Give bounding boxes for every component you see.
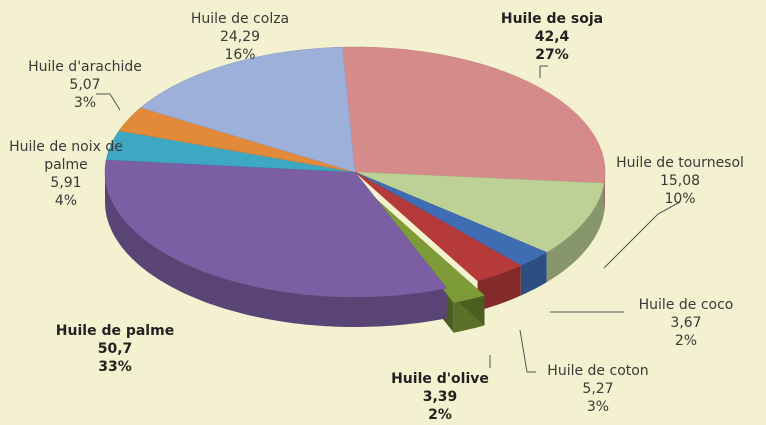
slice — [354, 171, 548, 266]
value-label: 50,7 — [97, 341, 133, 357]
leader-line — [519, 329, 536, 373]
value-label: 5,27 — [582, 381, 614, 397]
value-label: 42,4 — [534, 29, 570, 45]
slice — [354, 171, 605, 253]
value-label: 5,07 — [69, 77, 101, 93]
slice — [140, 46, 356, 173]
category-label: Huile de colza — [190, 11, 290, 27]
leader-line — [603, 201, 681, 269]
slice-side — [546, 183, 604, 283]
data-label: Huile de soja 42,4 27% — [467, 10, 637, 64]
value-label: 15,08 — [659, 173, 701, 189]
data-label: Huile de tournesol 15,08 10% — [595, 154, 765, 208]
data-label: Huile de coton 5,27 3% — [513, 362, 683, 416]
percent-label: 27% — [535, 47, 569, 63]
leader-line — [539, 65, 548, 78]
percent-label: 3% — [586, 399, 610, 415]
category-label: Huile de palme — [55, 323, 175, 339]
leader-line — [96, 93, 121, 111]
category-label: Huile d'arachide — [28, 59, 142, 75]
percent-label: 10% — [664, 191, 696, 207]
data-label: Huile de palme 50,7 33% — [30, 322, 200, 376]
value-label: 5,91 — [50, 175, 82, 191]
category-label: Huile de noix de palme — [9, 139, 123, 173]
data-label: Huile de noix de palme 5,91 4% — [0, 138, 132, 210]
data-label: Huile de coco 3,67 2% — [601, 296, 766, 350]
slice — [354, 171, 522, 282]
value-label: 24,29 — [219, 29, 261, 45]
slice — [104, 159, 448, 298]
percent-label: 33% — [98, 359, 132, 375]
category-label: Huile de tournesol — [616, 155, 744, 171]
category-label: Huile de coco — [638, 297, 734, 313]
percent-label: 4% — [54, 193, 78, 209]
data-label: Huile d'olive 3,39 2% — [355, 370, 525, 424]
percent-label: 2% — [428, 407, 452, 423]
category-label: Huile de coton — [547, 363, 649, 379]
percent-label: 3% — [73, 95, 97, 111]
value-label: 3,39 — [422, 389, 458, 405]
slice-side — [477, 265, 521, 311]
slice-side — [105, 172, 447, 327]
data-label: Huile de colza 24,29 16% — [155, 10, 325, 64]
slice — [342, 46, 606, 184]
slice — [105, 130, 356, 173]
percent-label: 2% — [674, 333, 698, 349]
category-label: Huile d'olive — [391, 371, 489, 387]
slice-side — [520, 252, 547, 296]
percent-label: 16% — [224, 47, 256, 63]
data-label: Huile d'arachide 5,07 3% — [0, 58, 170, 112]
leader-lines — [96, 65, 681, 373]
slice — [118, 107, 356, 173]
value-label: 3,67 — [670, 315, 702, 331]
slice — [361, 186, 486, 303]
category-label: Huile de soja — [500, 11, 604, 27]
